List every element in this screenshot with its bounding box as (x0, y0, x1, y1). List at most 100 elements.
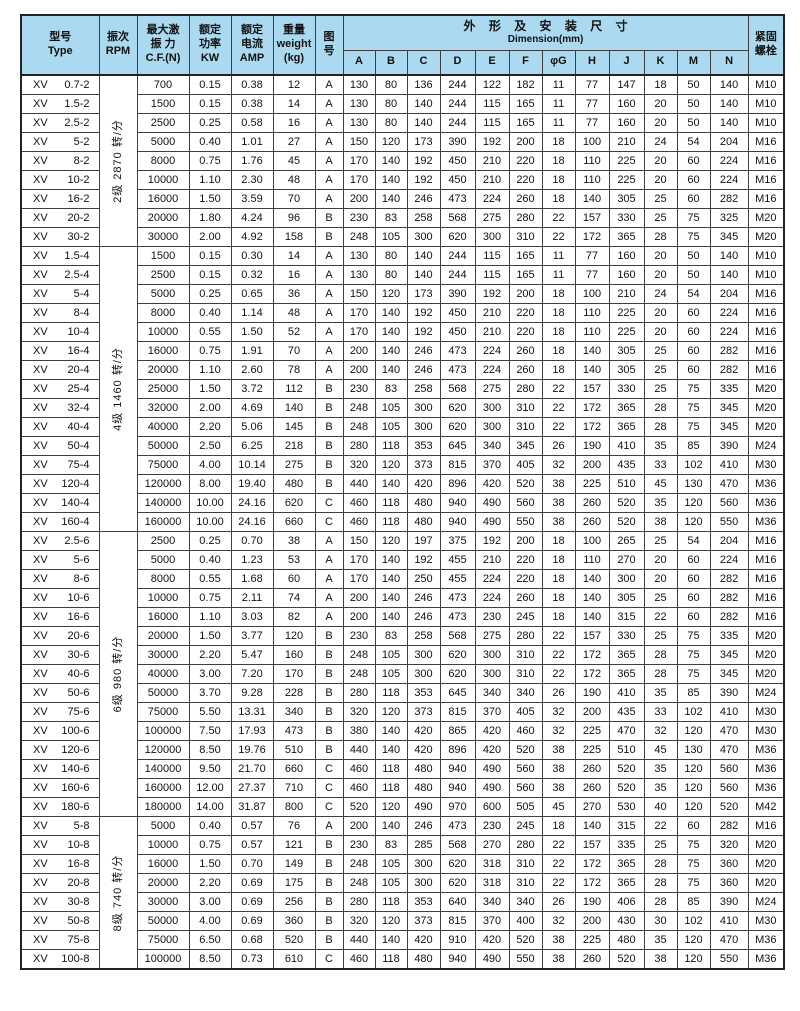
cell-bolt: M16 (747, 816, 785, 836)
cell-dim-c: 480 (406, 512, 441, 532)
model-suffix: 160-6 (61, 782, 90, 794)
table-row: XV 75-4 75000 4.00 10.14 275 B 320 120 373 815 370 4… (20, 455, 785, 475)
cell-dim-k: 28 (643, 873, 678, 893)
cell-dim-k: 24 (643, 132, 678, 152)
cell-model: XV 5-4 (20, 284, 100, 304)
cell-dim-d: 645 (439, 683, 476, 703)
cell-dim-k: 28 (643, 645, 678, 665)
cell-dim-k: 28 (643, 227, 678, 247)
cell-dim-k: 20 (643, 303, 678, 323)
cell-dim-e: 275 (474, 208, 510, 228)
cell-current-amp: 1.50 (230, 322, 274, 342)
cell-dim-g: 22 (541, 227, 576, 247)
cell-centrifugal-force: 50000 (136, 683, 190, 703)
cell-centrifugal-force: 50000 (136, 911, 190, 931)
cell-dim-f: 405 (508, 702, 543, 722)
cell-dim-k: 24 (643, 284, 678, 304)
cell-centrifugal-force: 40000 (136, 417, 190, 437)
cell-dim-n: 224 (709, 322, 749, 342)
cell-dim-c: 192 (406, 303, 441, 323)
cell-weight: 70 (272, 189, 316, 209)
cell-dim-e: 122 (474, 74, 510, 95)
cell-dim-f: 340 (508, 892, 543, 912)
cell-dim-k: 20 (643, 151, 678, 171)
cell-bolt: M16 (747, 132, 785, 152)
cell-dim-j: 510 (608, 740, 645, 760)
cell-dim-j: 520 (608, 949, 645, 970)
cell-dim-e: 275 (474, 379, 510, 399)
cell-power-kw: 0.15 (188, 74, 232, 95)
cell-dim-f: 200 (508, 132, 543, 152)
cell-dim-j: 160 (608, 265, 645, 285)
cell-dim-f: 560 (508, 759, 543, 779)
model-suffix: 100-6 (61, 725, 90, 737)
table-row: XV 30-8 30000 3.00 0.69 256 B 280 118 353 640 340 34… (20, 892, 785, 912)
cell-model: XV 160-4 (20, 512, 100, 532)
table-row: XV 25-4 25000 1.50 3.72 112 B 230 83 258 568 275 280… (20, 379, 785, 399)
cell-dim-d: 815 (439, 455, 476, 475)
cell-dim-h: 190 (574, 436, 610, 456)
cell-dim-b: 140 (374, 607, 408, 627)
cell-dim-g: 32 (541, 911, 576, 931)
cell-power-kw: 0.75 (188, 588, 232, 608)
cell-dim-h: 77 (574, 94, 610, 114)
table-row: XV 160-6 160000 12.00 27.37 710 C 460 118 480 940 4… (20, 778, 785, 798)
cell-bolt: M36 (747, 474, 785, 494)
table-row: XV 1.5-4 4级 1460 转/分 1500 0.15 0.30 14 A 130 80 14… (20, 246, 785, 532)
cell-power-kw: 1.50 (188, 189, 232, 209)
cell-dim-f: 550 (508, 949, 543, 970)
cell-dim-j: 410 (608, 683, 645, 703)
cell-dim-e: 224 (474, 588, 510, 608)
cell-dim-a: 230 (342, 835, 376, 855)
cell-power-kw: 4.00 (188, 455, 232, 475)
cell-dim-a: 460 (342, 493, 376, 513)
cell-figure-no: C (314, 493, 344, 513)
model-suffix: 30-6 (67, 649, 90, 661)
cell-centrifugal-force: 120000 (136, 740, 190, 760)
cell-dim-a: 170 (342, 151, 376, 171)
cell-dim-j: 520 (608, 493, 645, 513)
cell-dim-n: 282 (709, 816, 749, 836)
table-row: XV 16-6 16000 1.10 3.03 82 A 200 140 246 473 230 245… (20, 607, 785, 627)
cell-dim-m: 120 (676, 778, 711, 798)
cell-power-kw: 6.50 (188, 930, 232, 950)
cell-weight: 36 (272, 284, 316, 304)
cell-power-kw: 2.20 (188, 417, 232, 437)
cell-weight: 70 (272, 341, 316, 361)
cell-dim-e: 490 (474, 512, 510, 532)
cell-dim-g: 18 (541, 170, 576, 190)
cell-figure-no: A (314, 607, 344, 627)
cell-dim-g: 18 (541, 303, 576, 323)
cell-dim-g: 38 (541, 512, 576, 532)
cell-dim-m: 75 (676, 417, 711, 437)
rpm-group-cell: 2级 2870 转/分 (98, 74, 138, 247)
cell-dim-c: 136 (406, 74, 441, 95)
cell-dim-k: 25 (643, 189, 678, 209)
cell-weight: 660 (272, 759, 316, 779)
cell-weight: 360 (272, 911, 316, 931)
cell-bolt: M30 (747, 721, 785, 741)
cell-dim-k: 35 (643, 930, 678, 950)
cell-dim-e: 230 (474, 816, 510, 836)
model-suffix: 20-4 (67, 364, 90, 376)
cell-dim-m: 60 (676, 588, 711, 608)
cell-dim-n: 345 (709, 417, 749, 437)
cell-model: XV 20-8 (20, 873, 100, 893)
cell-dim-c: 373 (406, 702, 441, 722)
cell-dim-m: 75 (676, 645, 711, 665)
cell-dim-g: 11 (541, 94, 576, 114)
model-suffix: 30-2 (67, 231, 90, 243)
cell-dim-a: 280 (342, 892, 376, 912)
cell-weight: 158 (272, 227, 316, 247)
cell-dim-g: 18 (541, 607, 576, 627)
model-prefix: XV (33, 364, 48, 376)
cell-dim-h: 140 (574, 569, 610, 589)
cell-dim-e: 420 (474, 474, 510, 494)
cell-bolt: M24 (747, 892, 785, 912)
cell-dim-g: 22 (541, 854, 576, 874)
cell-dim-a: 460 (342, 778, 376, 798)
cell-dim-a: 280 (342, 683, 376, 703)
cell-dim-d: 620 (439, 398, 476, 418)
cell-current-amp: 0.65 (230, 284, 274, 304)
cell-figure-no: C (314, 759, 344, 779)
